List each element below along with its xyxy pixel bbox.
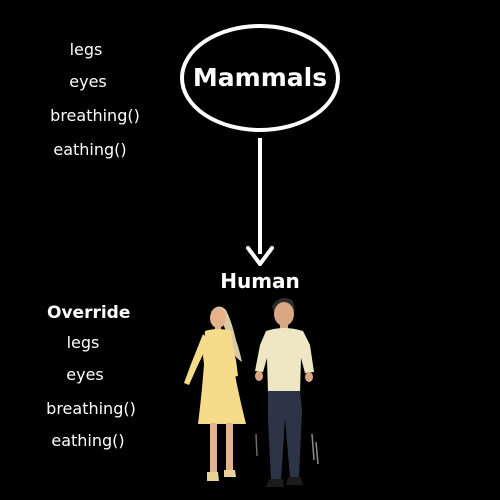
parent-class-title: Mammals xyxy=(192,63,328,92)
woman-figure xyxy=(184,306,246,481)
man-trousers xyxy=(268,391,302,480)
motion-stroke xyxy=(255,433,258,457)
parent-attribute-eyes: eyes xyxy=(69,72,107,91)
parent-class-ellipse xyxy=(180,24,340,132)
woman-left-arm xyxy=(184,334,209,385)
man-figure xyxy=(255,298,319,487)
woman-left-leg xyxy=(210,423,217,473)
motion-stroke xyxy=(311,433,315,461)
man-right-shoe xyxy=(286,477,303,485)
woman-left-shoe xyxy=(207,472,219,481)
woman-dress xyxy=(198,329,246,424)
woman-right-leg xyxy=(226,423,233,471)
parent-attribute-breathing: breathing() xyxy=(50,106,140,125)
parent-attribute-eathing: eathing() xyxy=(53,140,127,159)
man-left-hand xyxy=(255,371,263,381)
override-label: Override xyxy=(47,303,131,323)
child-attribute-breathing: breathing() xyxy=(46,399,136,418)
man-shirt xyxy=(255,328,314,393)
child-attribute-legs: legs xyxy=(66,333,100,352)
woman-right-shoe xyxy=(224,470,236,477)
man-right-hand xyxy=(305,372,313,382)
child-attribute-eyes: eyes xyxy=(66,365,104,384)
man-left-shoe xyxy=(266,479,284,487)
parent-attribute-legs: legs xyxy=(69,40,103,59)
child-class-title: Human xyxy=(220,269,300,293)
man-neck xyxy=(280,324,288,331)
man-head xyxy=(274,302,294,326)
inheritance-arrow-head xyxy=(246,246,274,266)
child-attribute-eathing: eathing() xyxy=(51,431,125,450)
woman-head xyxy=(210,308,226,328)
motion-stroke xyxy=(315,441,319,465)
